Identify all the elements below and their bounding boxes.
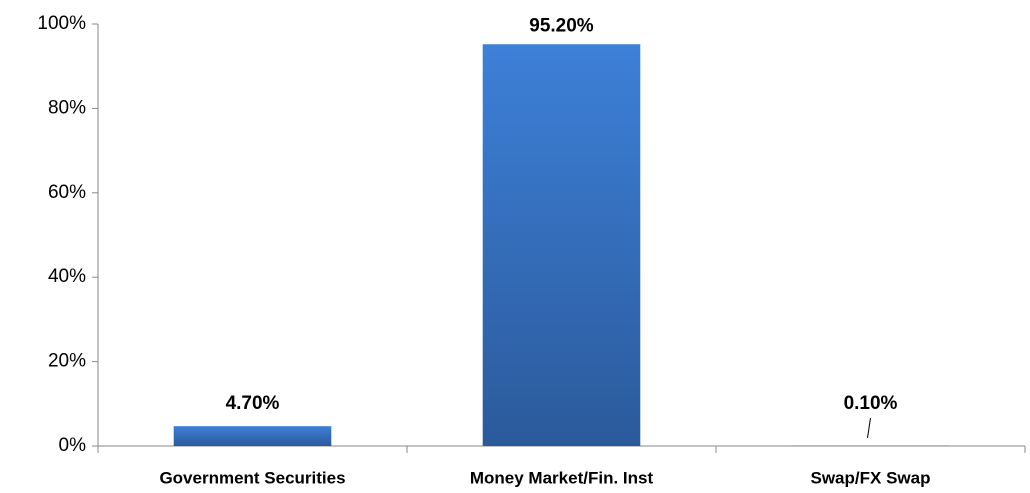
x-tick-label: Money Market/Fin. Inst [470, 468, 654, 487]
y-tick-label: 20% [48, 351, 86, 372]
leader-line [867, 417, 871, 439]
y-tick-label: 100% [37, 13, 86, 34]
bar [173, 426, 332, 446]
data-label: 95.20% [529, 15, 594, 36]
y-tick-label: 0% [59, 435, 87, 456]
data-label: 4.70% [226, 393, 280, 414]
x-tick-label: Government Securities [159, 468, 345, 487]
data-label: 0.10% [844, 393, 898, 414]
y-tick-label: 40% [48, 266, 86, 287]
y-tick-label: 80% [48, 97, 86, 118]
x-tick-label: Swap/FX Swap [811, 468, 931, 487]
y-tick-label: 60% [48, 182, 86, 203]
bar [482, 44, 641, 446]
